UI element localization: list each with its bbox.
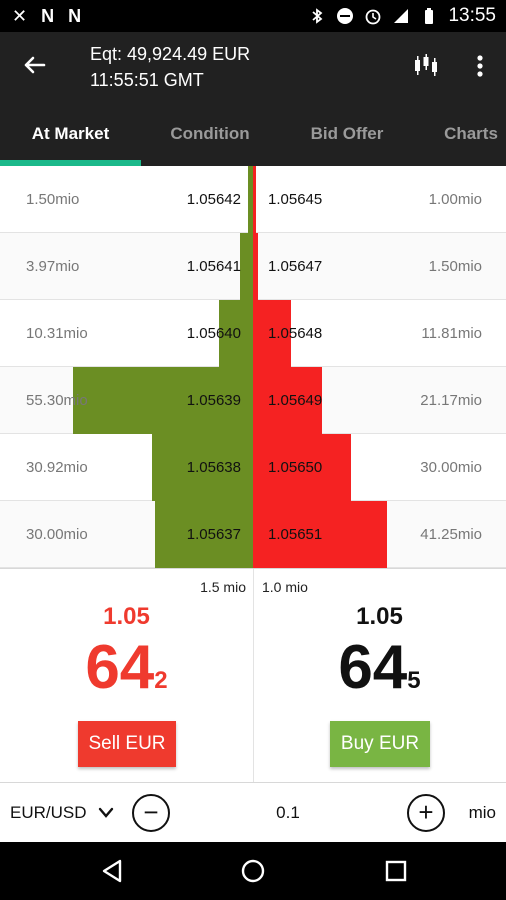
bid-volume-bar bbox=[155, 501, 253, 568]
status-time: 13:55 bbox=[448, 5, 496, 26]
bid-volume: 10.31mio bbox=[26, 325, 88, 342]
decrease-amount-button[interactable]: − bbox=[132, 794, 170, 832]
bid-volume-bar bbox=[240, 233, 253, 300]
bid-volume: 30.92mio bbox=[26, 459, 88, 476]
bid-volume: 3.97mio bbox=[26, 258, 80, 275]
bluetooth-icon bbox=[312, 8, 323, 24]
ask-volume-bar bbox=[253, 300, 291, 367]
ask-price: 1.05649 bbox=[268, 392, 323, 409]
order-controls: EUR/USD − 0.1 + mio bbox=[0, 782, 506, 842]
bid-volume: 55.30mio bbox=[26, 392, 88, 409]
order-book-row[interactable]: 10.31mio 1.05640 1.05648 11.81mio bbox=[0, 300, 506, 367]
increase-amount-button[interactable]: + bbox=[407, 794, 445, 832]
bid-volume-bar bbox=[73, 367, 253, 434]
trade-divider bbox=[253, 569, 254, 783]
order-book-row[interactable]: 30.92mio 1.05638 1.05650 30.00mio bbox=[0, 434, 506, 501]
equity-label: Eqt: 49,924.49 EUR bbox=[90, 44, 251, 64]
order-book: 1.50mio 1.05642 1.05645 1.00mio 3.97mio … bbox=[0, 166, 506, 568]
app-bar: Eqt: 49,924.49 EUR 11:55:51 GMT bbox=[0, 32, 506, 102]
ask-volume-bar bbox=[253, 166, 256, 233]
nav-recents-icon[interactable] bbox=[382, 857, 410, 885]
ask-volume: 41.25mio bbox=[420, 526, 482, 543]
nav-home-icon[interactable] bbox=[239, 857, 267, 885]
sell-price[interactable]: 642 bbox=[0, 633, 253, 716]
chevron-down-icon[interactable] bbox=[97, 805, 115, 821]
order-book-row[interactable]: 3.97mio 1.05641 1.05647 1.50mio bbox=[0, 233, 506, 300]
alarm-icon bbox=[366, 9, 381, 25]
ask-price: 1.05645 bbox=[268, 191, 323, 208]
tab-bid-offer[interactable]: Bid Offer bbox=[310, 124, 384, 143]
ask-volume-bar bbox=[253, 233, 258, 300]
ask-volume: 1.50mio bbox=[428, 258, 482, 275]
order-book-row[interactable]: 55.30mio 1.05639 1.05649 21.17mio bbox=[0, 367, 506, 434]
order-book-row[interactable]: 30.00mio 1.05637 1.05651 41.25mio bbox=[0, 501, 506, 568]
tab-indicator bbox=[0, 160, 141, 166]
ask-volume-bar bbox=[253, 367, 322, 434]
status-right-icons: 13:55 bbox=[308, 4, 496, 28]
currency-pair-select[interactable]: EUR/USD bbox=[10, 803, 87, 822]
bid-volume: 1.50mio bbox=[26, 191, 80, 208]
sell-price-prefix: 1.05 bbox=[103, 603, 150, 630]
bid-volume-bar bbox=[248, 166, 253, 233]
tab-condition[interactable]: Condition bbox=[170, 124, 250, 143]
ask-volume-bar bbox=[253, 501, 387, 568]
ask-volume: 21.17mio bbox=[420, 392, 482, 409]
trade-panel: 1.5 mio 1.0 mio 1.05 642 1.05 645 Sell E… bbox=[0, 568, 506, 783]
buy-eur-button[interactable]: Buy EUR bbox=[330, 721, 430, 767]
sell-price-big: 64 bbox=[85, 633, 155, 702]
sell-price-pip: 2 bbox=[154, 667, 168, 694]
do-not-disturb-icon bbox=[337, 8, 354, 24]
status-left-icons: ✕ N N bbox=[12, 5, 81, 27]
bid-price: 1.05637 bbox=[186, 526, 241, 543]
buy-price[interactable]: 645 bbox=[253, 633, 506, 716]
back-arrow-icon[interactable] bbox=[20, 50, 50, 80]
buy-quantity: 1.0 mio bbox=[262, 579, 308, 595]
buy-price-prefix: 1.05 bbox=[356, 603, 403, 630]
amount-unit: mio bbox=[468, 803, 496, 822]
bid-price: 1.05639 bbox=[186, 392, 241, 409]
nav-back-icon[interactable] bbox=[98, 857, 126, 885]
sell-quantity: 1.5 mio bbox=[200, 579, 246, 595]
n-app-icon: N bbox=[68, 6, 82, 26]
ask-price: 1.05650 bbox=[268, 459, 323, 476]
ask-volume-bar bbox=[253, 434, 351, 501]
lte-signal-icon bbox=[394, 9, 409, 23]
buy-price-pip: 5 bbox=[407, 667, 421, 694]
battery-icon bbox=[425, 8, 434, 24]
ask-price: 1.05647 bbox=[268, 258, 323, 275]
tab-charts[interactable]: Charts bbox=[444, 124, 498, 143]
bid-price: 1.05640 bbox=[186, 325, 241, 342]
amount-value[interactable]: 0.1 bbox=[276, 803, 300, 822]
tab-at-market[interactable]: At Market bbox=[31, 124, 110, 143]
bid-price: 1.05642 bbox=[186, 191, 241, 208]
server-time: 11:55:51 GMT bbox=[90, 70, 204, 90]
ask-price: 1.05648 bbox=[268, 325, 323, 342]
ask-volume: 11.81mio bbox=[421, 325, 482, 342]
close-x-icon: ✕ bbox=[12, 6, 28, 26]
sell-eur-button[interactable]: Sell EUR bbox=[78, 721, 176, 767]
system-nav-bar bbox=[0, 842, 506, 900]
bid-volume-bar bbox=[152, 434, 253, 501]
tab-bar: At Market Condition Bid Offer Charts bbox=[0, 102, 506, 166]
order-book-row[interactable]: 1.50mio 1.05642 1.05645 1.00mio bbox=[0, 166, 506, 233]
ask-price: 1.05651 bbox=[268, 526, 323, 543]
bid-volume-bar bbox=[219, 300, 253, 367]
ask-volume: 30.00mio bbox=[420, 459, 482, 476]
candlestick-icon[interactable] bbox=[412, 52, 440, 80]
bid-volume: 30.00mio bbox=[26, 526, 88, 543]
bid-price: 1.05638 bbox=[186, 459, 241, 476]
more-vert-icon[interactable] bbox=[468, 52, 492, 80]
status-bar: ✕ N N 13:55 bbox=[0, 0, 506, 32]
ask-volume: 1.00mio bbox=[428, 191, 482, 208]
n-app-icon: N bbox=[41, 6, 55, 26]
bid-price: 1.05641 bbox=[186, 258, 241, 275]
buy-price-big: 64 bbox=[338, 633, 408, 702]
